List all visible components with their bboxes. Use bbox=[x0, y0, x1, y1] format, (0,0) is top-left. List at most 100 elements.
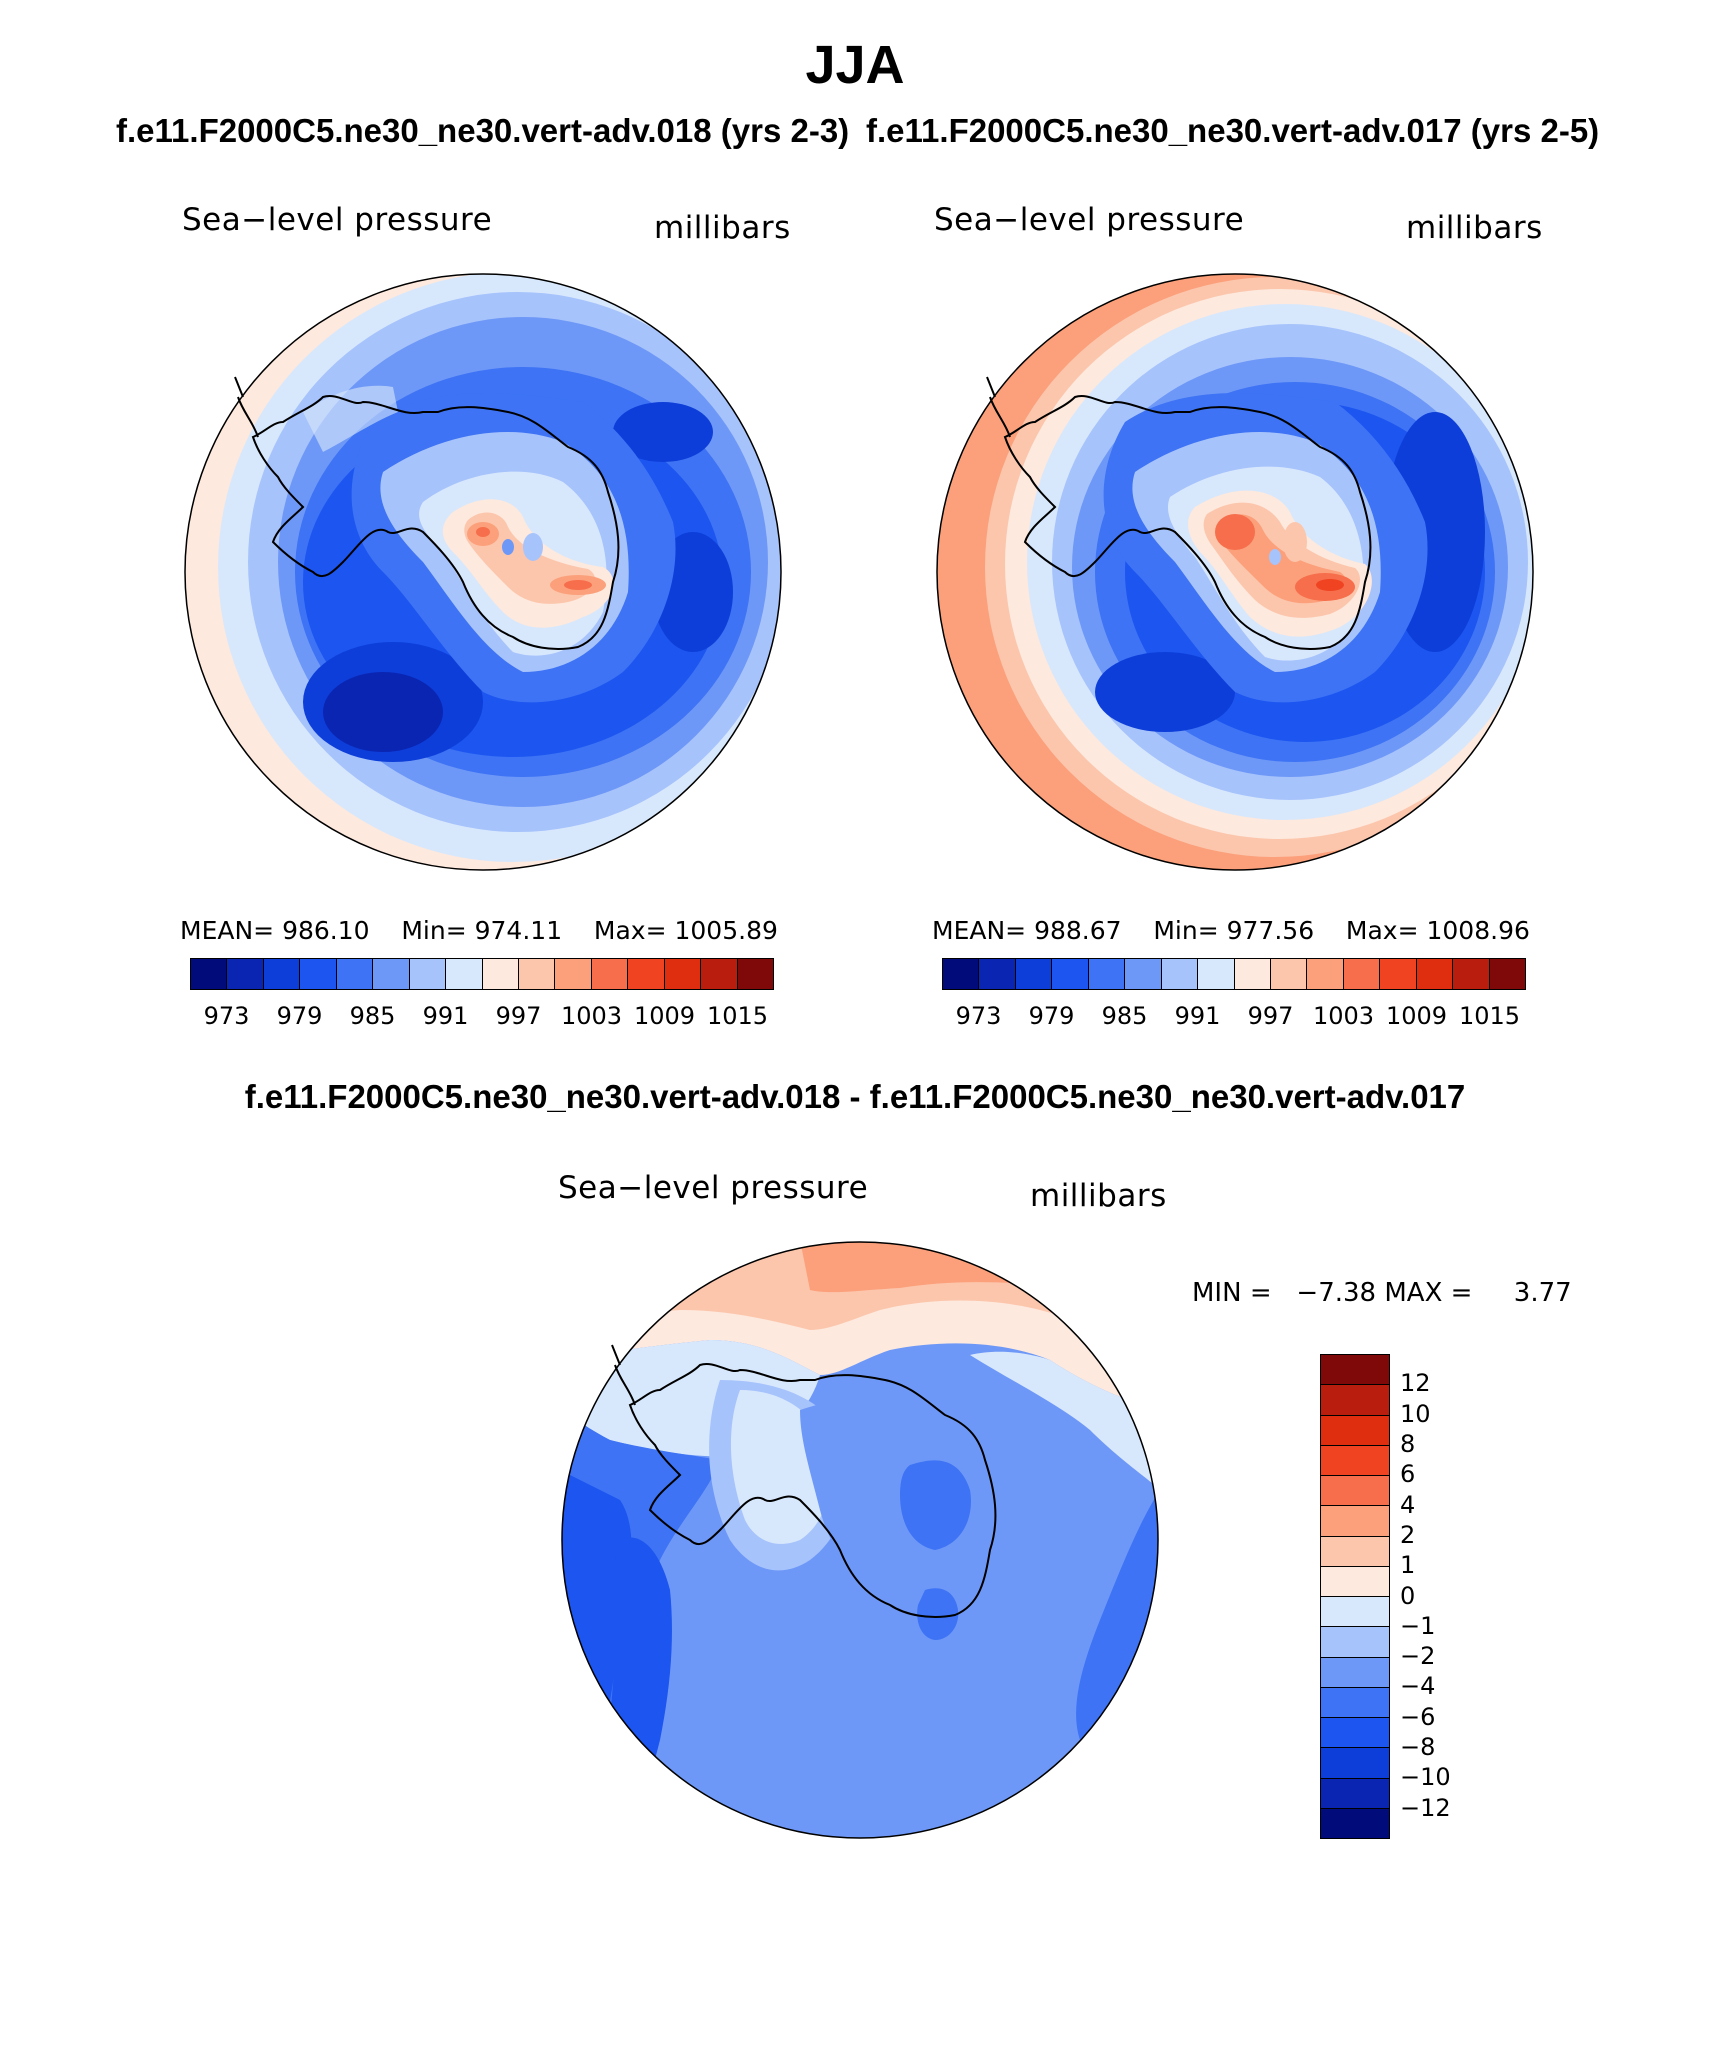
colorbar-tick-label: 997 bbox=[1247, 1002, 1294, 1030]
colorbar-swatch bbox=[300, 959, 337, 989]
colorbar-swatch bbox=[1088, 959, 1126, 989]
colorbar-swatch bbox=[591, 959, 629, 989]
colorbar-swatch bbox=[1234, 959, 1271, 989]
colorbar-swatch bbox=[979, 959, 1016, 989]
colorbar-swatch bbox=[373, 959, 410, 989]
left-polar-map bbox=[184, 273, 782, 871]
right-min-value: 977.56 bbox=[1226, 916, 1315, 945]
colorbar-tick-label: 997 bbox=[495, 1002, 542, 1030]
colorbar-tick-label: 1003 bbox=[560, 1002, 623, 1030]
colorbar-tick-label: 1009 bbox=[633, 1002, 696, 1030]
right-case-title: f.e11.F2000C5.ne30_ne30.vert-adv.017 (yr… bbox=[866, 112, 1600, 149]
diff-min-value: −7.38 bbox=[1296, 1278, 1377, 1308]
colorbar-tick-label: −2 bbox=[1400, 1642, 1436, 1671]
colorbar-swatch bbox=[1416, 959, 1454, 989]
colorbar-tick-label: 12 bbox=[1400, 1369, 1431, 1398]
difference-title: f.e11.F2000C5.ne30_ne30.vert-adv.018 - f… bbox=[244, 1078, 1466, 1115]
colorbar-swatch bbox=[664, 959, 702, 989]
left-stats: MEAN= 986.10 Min= 974.11 Max= 1005.89 bbox=[180, 916, 778, 945]
left-case-title: f.e11.F2000C5.ne30_ne30.vert-adv.018 (yr… bbox=[116, 112, 850, 149]
colorbar-tick-label: 1015 bbox=[706, 1002, 769, 1030]
colorbar-swatch bbox=[1489, 959, 1525, 989]
left-min-label: Min= bbox=[401, 916, 467, 945]
colorbar-swatch bbox=[1321, 1566, 1389, 1597]
diff-variable-label: Sea−level pressure bbox=[558, 1170, 869, 1206]
right-stats: MEAN= 988.67 Min= 977.56 Max= 1008.96 bbox=[932, 916, 1530, 945]
left-colorbar bbox=[190, 958, 774, 990]
colorbar-tick-label: 991 bbox=[1174, 1002, 1221, 1030]
difference-polar-map bbox=[561, 1241, 1159, 1839]
colorbar-swatch bbox=[1321, 1445, 1389, 1476]
colorbar-tick-label: 985 bbox=[349, 1002, 396, 1030]
colorbar-swatch bbox=[446, 959, 483, 989]
colorbar-swatch bbox=[1321, 1415, 1389, 1446]
colorbar-swatch bbox=[191, 959, 228, 989]
colorbar-swatch bbox=[263, 959, 301, 989]
colorbar-tick-label: 1 bbox=[1400, 1551, 1416, 1580]
right-units-label: millibars bbox=[1406, 210, 1543, 246]
right-max-value: 1008.96 bbox=[1426, 916, 1530, 945]
colorbar-swatch bbox=[628, 959, 665, 989]
colorbar-swatch bbox=[1321, 1687, 1389, 1718]
left-mean-label: MEAN= bbox=[180, 916, 275, 945]
colorbar-swatch bbox=[1161, 959, 1199, 989]
colorbar-swatch bbox=[1321, 1627, 1389, 1658]
colorbar-tick-label: 985 bbox=[1101, 1002, 1148, 1030]
colorbar-swatch bbox=[1321, 1778, 1389, 1809]
colorbar-tick-label: −8 bbox=[1400, 1733, 1436, 1762]
colorbar-tick-label: 10 bbox=[1400, 1399, 1431, 1428]
colorbar-swatch bbox=[1321, 1657, 1389, 1688]
colorbar-tick-label: 2 bbox=[1400, 1520, 1416, 1549]
left-max-label: Max= bbox=[593, 916, 667, 945]
right-mean-value: 988.67 bbox=[1034, 916, 1122, 945]
colorbar-tick-label: 991 bbox=[422, 1002, 469, 1030]
right-polar-map bbox=[936, 273, 1534, 871]
right-colorbar bbox=[942, 958, 1526, 990]
colorbar-swatch bbox=[1321, 1385, 1389, 1416]
colorbar-swatch bbox=[1015, 959, 1053, 989]
colorbar-swatch bbox=[1198, 959, 1235, 989]
left-min-value: 974.11 bbox=[474, 916, 563, 945]
colorbar-swatch bbox=[1307, 959, 1344, 989]
diff-max-value: 3.77 bbox=[1513, 1278, 1572, 1308]
colorbar-swatch bbox=[1321, 1355, 1389, 1386]
colorbar-tick-label: 1003 bbox=[1312, 1002, 1375, 1030]
colorbar-tick-label: 1009 bbox=[1385, 1002, 1448, 1030]
left-mean-value: 986.10 bbox=[282, 916, 370, 945]
colorbar-tick-label: −12 bbox=[1400, 1793, 1451, 1822]
colorbar-swatch bbox=[1453, 959, 1490, 989]
colorbar-tick-label: 979 bbox=[276, 1002, 323, 1030]
colorbar-swatch bbox=[943, 959, 980, 989]
colorbar-tick-label: 979 bbox=[1028, 1002, 1075, 1030]
colorbar-swatch bbox=[227, 959, 264, 989]
right-max-label: Max= bbox=[1345, 916, 1419, 945]
left-units-label: millibars bbox=[654, 210, 791, 246]
colorbar-tick-label: −4 bbox=[1400, 1672, 1436, 1701]
diff-minmax: MIN = −7.38 MAX = 3.77 bbox=[1192, 1278, 1572, 1308]
right-variable-label: Sea−level pressure bbox=[934, 202, 1245, 238]
colorbar-tick-label: −1 bbox=[1400, 1611, 1436, 1640]
figure-title: JJA bbox=[805, 35, 905, 95]
colorbar-swatch bbox=[1052, 959, 1089, 989]
left-max-value: 1005.89 bbox=[674, 916, 778, 945]
colorbar-swatch bbox=[1321, 1718, 1389, 1749]
colorbar-swatch bbox=[1321, 1597, 1389, 1628]
colorbar-tick-label: 6 bbox=[1400, 1460, 1416, 1489]
colorbar-swatch bbox=[1380, 959, 1417, 989]
right-mean-label: MEAN= bbox=[932, 916, 1027, 945]
difference-colorbar bbox=[1320, 1354, 1390, 1839]
colorbar-swatch bbox=[1321, 1536, 1389, 1567]
colorbar-swatch bbox=[701, 959, 738, 989]
left-variable-label: Sea−level pressure bbox=[182, 202, 493, 238]
colorbar-tick-label: 8 bbox=[1400, 1429, 1416, 1458]
colorbar-swatch bbox=[482, 959, 519, 989]
colorbar-swatch bbox=[1321, 1476, 1389, 1507]
diff-min-label: MIN = bbox=[1192, 1278, 1272, 1308]
colorbar-swatch bbox=[518, 959, 556, 989]
diff-units-label: millibars bbox=[1030, 1178, 1167, 1214]
colorbar-tick-label: 1015 bbox=[1458, 1002, 1521, 1030]
colorbar-tick-label: 973 bbox=[955, 1002, 1002, 1030]
colorbar-swatch bbox=[336, 959, 374, 989]
colorbar-tick-label: −6 bbox=[1400, 1702, 1436, 1731]
colorbar-swatch bbox=[1321, 1748, 1389, 1779]
